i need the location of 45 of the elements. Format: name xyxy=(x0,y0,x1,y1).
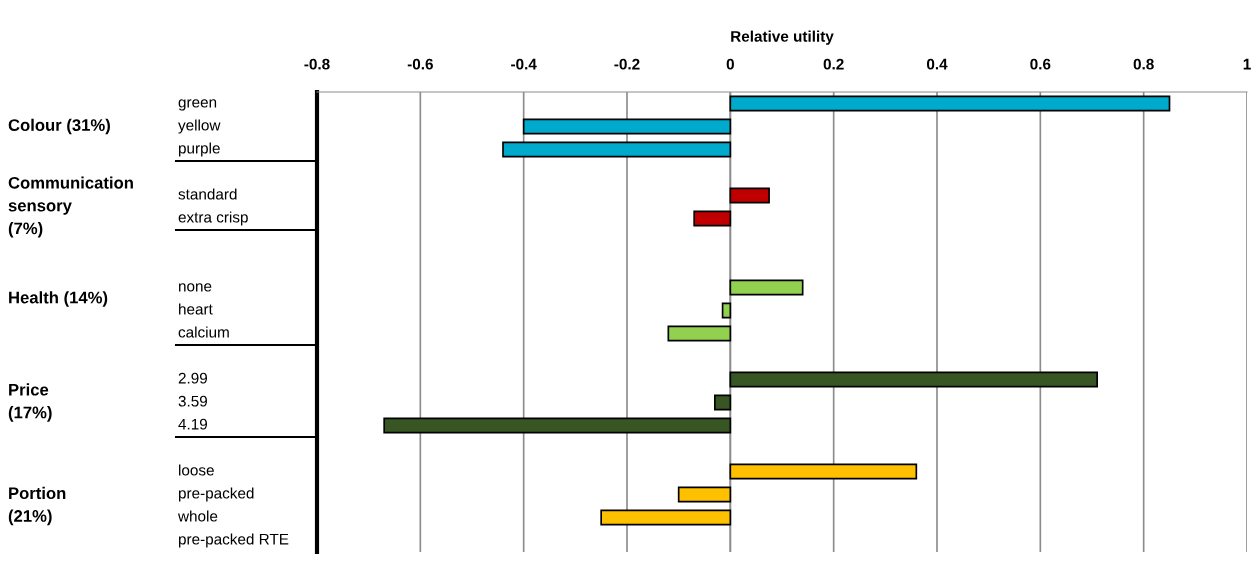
y-tick-label: yellow xyxy=(178,119,221,134)
x-tick-label: 0 xyxy=(726,58,734,70)
bar xyxy=(729,187,770,204)
y-tick-label: 4.19 xyxy=(178,418,208,430)
bar xyxy=(383,417,732,434)
bar xyxy=(600,509,732,526)
y-tick-label: loose xyxy=(179,464,214,476)
y-tick-label: 3.59 xyxy=(178,395,208,407)
text: Communication sensory (7%) xyxy=(8,176,133,238)
y-tick-label: green xyxy=(178,99,217,111)
text: Colour (31%) xyxy=(8,118,110,135)
y-tick-label: standard xyxy=(178,188,237,200)
bar xyxy=(502,141,732,158)
text: Price (17%) xyxy=(8,383,52,422)
bar xyxy=(522,118,732,135)
x-tick-label: -0.4 xyxy=(511,58,537,70)
y-tick-label: purple xyxy=(178,142,220,157)
bar xyxy=(713,394,732,411)
x-tick-label: -0.6 xyxy=(407,58,433,70)
bar xyxy=(693,210,732,227)
y-tick-label: calcium xyxy=(178,326,229,338)
y-tick-label: pre-packed xyxy=(178,487,254,502)
bar xyxy=(721,302,732,319)
bar xyxy=(677,486,732,503)
bar xyxy=(667,325,732,342)
bar xyxy=(729,95,1171,112)
x-tick-label: 1 xyxy=(1243,58,1251,70)
text: Health (14%) xyxy=(9,291,108,307)
y-tick-label: pre-packed RTE xyxy=(178,533,289,548)
bar xyxy=(729,463,918,480)
x-axis-title: Relative utility xyxy=(731,30,834,45)
x-tick-label: -0.8 xyxy=(304,58,330,70)
y-tick-label: extra crisp xyxy=(178,211,248,226)
y-tick-label: whole xyxy=(177,510,218,522)
x-tick-label: 0.8 xyxy=(1133,58,1154,70)
y-tick-label: heart xyxy=(179,303,213,315)
x-tick-label: 0.6 xyxy=(1030,58,1051,70)
x-tick-label: 0.2 xyxy=(823,58,844,70)
bar xyxy=(729,279,804,296)
y-tick-label: none xyxy=(179,283,212,292)
x-tick-label: -0.2 xyxy=(614,58,640,70)
text: Portion (21%) xyxy=(8,486,66,526)
x-tick-label: 0.4 xyxy=(926,58,948,70)
bar xyxy=(729,371,1099,388)
y-tick-label: 2.99 xyxy=(178,372,208,384)
